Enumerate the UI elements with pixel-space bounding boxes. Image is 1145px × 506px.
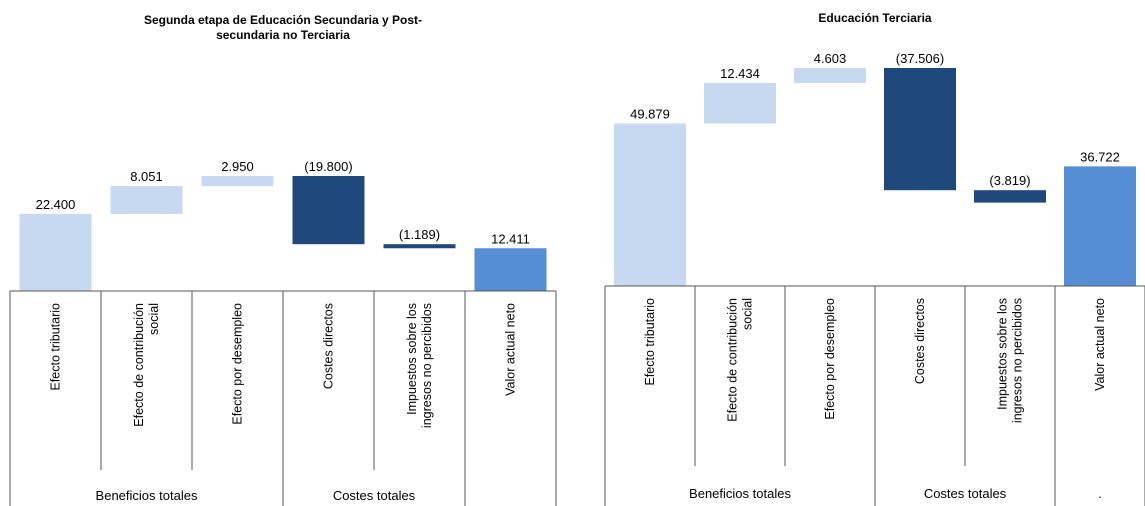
data-label: (37.506) [896, 51, 944, 66]
category-label: Efecto tributario [643, 298, 657, 386]
category-label: Efecto tributario [49, 303, 63, 391]
group-label: Costes totales [333, 488, 416, 503]
data-label: 22.400 [36, 197, 76, 212]
bar-net [474, 248, 547, 291]
bar-cost [974, 190, 1046, 203]
data-label: 36.722 [1080, 149, 1120, 164]
category-label: Valor actual neto [1093, 298, 1107, 391]
category-label: Efecto por desempleo [231, 303, 245, 425]
data-label: 8.051 [130, 169, 163, 184]
bar-benefit [19, 213, 92, 291]
group-label: Beneficios totales [96, 488, 198, 503]
bar-benefit [110, 186, 183, 214]
data-label: (1.189) [399, 227, 440, 242]
chart-1: Segunda etapa de Educación Secundaria y … [9, 13, 557, 506]
data-label: 2.950 [221, 159, 254, 174]
category-label: Efecto por desempleo [823, 298, 837, 420]
category-label: Costes directos [322, 303, 336, 389]
category-label: Costes directos [913, 298, 927, 384]
bar-benefit [201, 176, 274, 187]
bar-benefit [614, 123, 686, 286]
bar-benefit [704, 82, 776, 124]
data-label: 12.434 [720, 66, 760, 81]
bar-cost [383, 244, 456, 249]
data-label: (19.800) [304, 159, 352, 174]
category-label: Efecto de contribuciónsocial [726, 298, 755, 422]
chart-2: Educación Terciaria 49.879 12.434 4.603 (37.… [604, 11, 1145, 506]
category-label: Valor actual neto [504, 303, 518, 396]
group-label: Beneficios totales [689, 486, 791, 501]
bar-benefit [794, 68, 866, 83]
bar-cost [292, 176, 365, 245]
chart-title: Educación Terciaria [818, 11, 931, 25]
category-label: Impuestos sobre losingresos no percibido… [405, 303, 434, 428]
category-label: Impuestos sobre losingresos no percibido… [996, 298, 1025, 423]
chart-title: Segunda etapa de Educación Secundaria y … [144, 13, 422, 27]
bar-cost [884, 68, 956, 191]
data-label: 4.603 [814, 51, 847, 66]
data-label: (3.819) [989, 173, 1030, 188]
bar-net [1064, 166, 1136, 286]
group-label: Costes totales [924, 486, 1007, 501]
chart-title: secundaria no Terciaria [216, 28, 350, 42]
category-label: Efecto de contribuciónsocial [132, 303, 161, 427]
group-label: . [1098, 486, 1102, 501]
data-label: 12.411 [491, 231, 530, 246]
data-label: 49.879 [630, 107, 670, 122]
